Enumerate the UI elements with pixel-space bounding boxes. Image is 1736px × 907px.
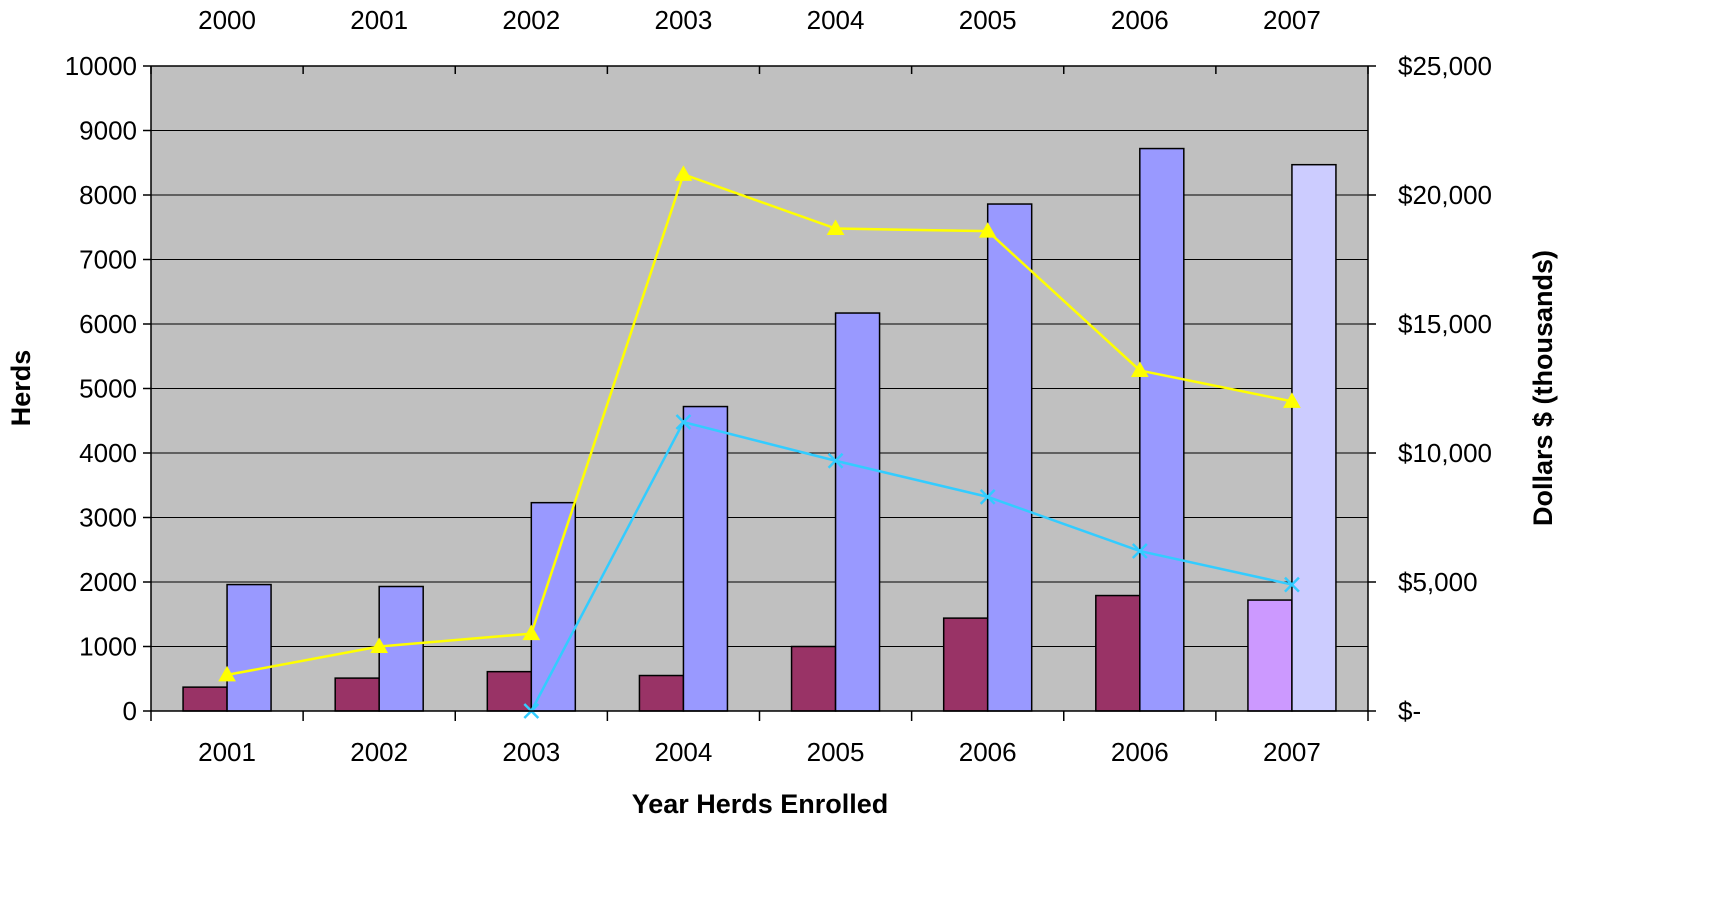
bar — [226, 583, 272, 712]
triangle-marker — [826, 219, 845, 236]
bar — [790, 645, 837, 712]
x-marker — [827, 452, 844, 469]
bars-group — [182, 147, 1337, 712]
y2-axis-title: Dollars $ (thousands) — [1528, 250, 1558, 526]
triangle-marker — [978, 222, 997, 238]
y-tick-label: 6000 — [79, 309, 137, 339]
bar — [1095, 594, 1141, 712]
x-tick-label: 2005 — [807, 737, 865, 767]
bar — [1291, 163, 1337, 712]
x-marker-stroke — [827, 452, 844, 469]
y-tick-label: 1000 — [79, 632, 137, 662]
tick-labels: 0 1000 2000 3000 4000 5000 6000 7000 8000 9000 100… — [65, 5, 1492, 767]
x-tick-label: 2003 — [502, 737, 560, 767]
bar — [1247, 599, 1293, 712]
x2-tick-label: 2002 — [502, 5, 560, 35]
x-axis-title: Year Herds Enrolled — [632, 789, 889, 819]
x-marker-stroke — [1284, 576, 1300, 593]
triangle-marker — [522, 624, 541, 641]
y2-tick-label: $10,000 — [1398, 438, 1492, 468]
triangle-marker — [674, 165, 693, 181]
lines-group — [218, 165, 1301, 719]
x-marker-stroke — [979, 488, 996, 505]
bar — [942, 617, 989, 712]
x-tick-label: 2001 — [198, 737, 256, 767]
x-tick-label: 2002 — [350, 737, 408, 767]
axes-group — [143, 65, 1376, 721]
y-tick-label: 8000 — [79, 180, 137, 210]
y-tick-label: 2000 — [79, 567, 137, 597]
x-marker-stroke — [675, 414, 692, 430]
x2-tick-label: 2004 — [807, 5, 865, 35]
y-tick-label: 7000 — [79, 245, 137, 275]
x2-tick-label: 2005 — [959, 5, 1017, 35]
x-tick-label: 2007 — [1263, 737, 1321, 767]
y-tick-label: 0 — [123, 696, 137, 726]
x-tick-label: 2006 — [1111, 737, 1169, 767]
triangle-marker — [1130, 361, 1149, 377]
x-marker — [1284, 576, 1300, 593]
x2-tick-label: 2007 — [1263, 5, 1321, 35]
line-series-x — [530, 420, 1293, 712]
x-marker — [979, 488, 996, 505]
y-tick-label: 10000 — [65, 51, 137, 81]
bar — [182, 686, 228, 712]
bar — [986, 203, 1033, 712]
y2-tick-label: $20,000 — [1398, 180, 1492, 210]
triangle-marker — [370, 637, 389, 653]
x2-tick-label: 2000 — [198, 5, 256, 35]
x-marker — [675, 414, 692, 430]
x2-tick-label: 2003 — [655, 5, 713, 35]
triangle-marker — [218, 665, 236, 682]
bar — [682, 405, 729, 712]
x-tick-label: 2004 — [655, 737, 713, 767]
bar — [378, 585, 424, 712]
triangle-marker — [1283, 392, 1301, 408]
x-tick-label: 2006 — [959, 737, 1017, 767]
bar — [530, 501, 577, 712]
y-axis-title: Herds — [6, 350, 36, 427]
y2-tick-label: $15,000 — [1398, 309, 1492, 339]
y2-tick-label: $25,000 — [1398, 51, 1492, 81]
y-tick-label: 9000 — [79, 116, 137, 146]
x-marker-stroke — [1131, 543, 1148, 559]
x2-tick-label: 2001 — [350, 5, 408, 35]
bar — [638, 674, 685, 712]
bar — [834, 312, 881, 712]
line-series-triangle — [226, 172, 1293, 677]
x-marker — [1131, 543, 1148, 559]
y-tick-label: 3000 — [79, 503, 137, 533]
y-tick-label: 5000 — [79, 374, 137, 404]
bar — [1139, 147, 1185, 712]
bar — [334, 677, 380, 712]
x2-tick-label: 2006 — [1111, 5, 1169, 35]
y-tick-label: 4000 — [79, 438, 137, 468]
y2-tick-label: $5,000 — [1398, 567, 1478, 597]
y2-tick-label: $- — [1398, 696, 1421, 726]
